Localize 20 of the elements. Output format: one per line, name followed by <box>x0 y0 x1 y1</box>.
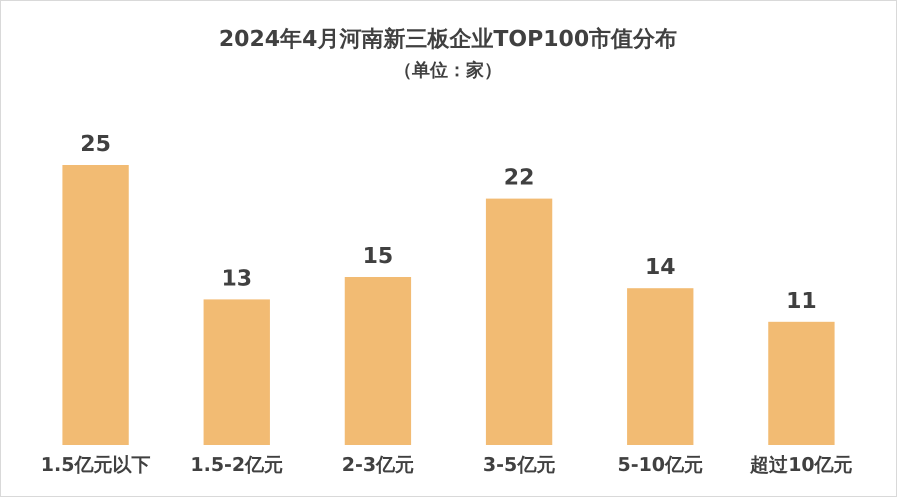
bar <box>204 299 270 445</box>
x-tick-label: 超过10亿元 <box>749 454 853 476</box>
bar <box>486 198 552 445</box>
x-tick-label: 2-3亿元 <box>342 454 414 476</box>
data-label: 14 <box>644 255 676 280</box>
chart-subtitle: （单位：家） <box>394 60 502 81</box>
bar <box>344 277 412 445</box>
data-label: 13 <box>221 266 252 292</box>
bar <box>627 288 694 445</box>
x-tick-label: 3-5亿元 <box>482 454 556 476</box>
data-label: 11 <box>786 288 817 314</box>
data-label: 25 <box>80 132 111 157</box>
x-tick-label: 5-10亿元 <box>617 454 704 476</box>
data-label: 15 <box>362 244 394 269</box>
x-tick-label: 1.5亿元以下 <box>40 454 150 476</box>
x-tick-label: 1.5-2亿元 <box>190 454 284 476</box>
bar <box>768 322 835 445</box>
data-label: 22 <box>504 166 534 191</box>
chart-title: 2024年4月河南新三板企业TOP100市值分布 <box>218 26 678 52</box>
bar <box>62 165 129 445</box>
